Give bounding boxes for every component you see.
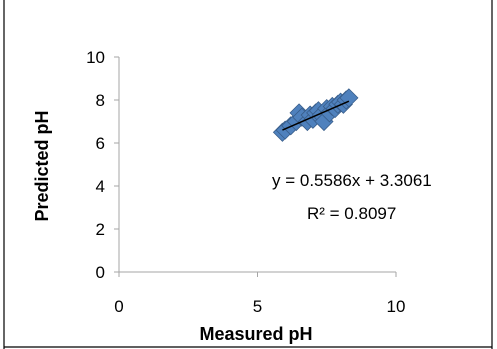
y-tick-labels: 0 2 4 6 8 10 xyxy=(86,48,105,282)
y-tick-label: 4 xyxy=(96,177,105,196)
x-tick-label: 5 xyxy=(253,297,262,316)
r-squared-label: R² = 0.8097 xyxy=(307,204,396,223)
y-tick-marks xyxy=(114,56,119,273)
x-tick-labels: 0 5 10 xyxy=(114,297,405,316)
y-tick-label: 6 xyxy=(96,134,105,153)
y-axis-title: Predicted pH xyxy=(32,110,52,221)
y-tick-label: 0 xyxy=(96,263,105,282)
x-tick-marks xyxy=(118,272,397,277)
data-point xyxy=(339,88,359,108)
x-axis-title: Measured pH xyxy=(199,324,312,344)
y-tick-label: 10 xyxy=(86,48,105,67)
trendline xyxy=(282,100,350,131)
x-tick-label: 0 xyxy=(114,297,123,316)
trendline-equation: y = 0.5586x + 3.3061 xyxy=(272,171,432,190)
y-tick-label: 8 xyxy=(96,91,105,110)
y-tick-label: 2 xyxy=(96,220,105,239)
x-tick-label: 10 xyxy=(387,297,406,316)
